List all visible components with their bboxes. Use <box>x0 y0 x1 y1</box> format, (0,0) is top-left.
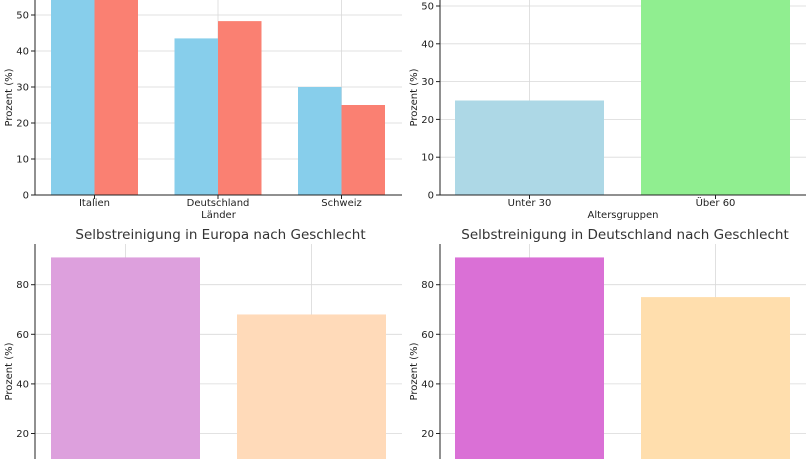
bar <box>218 21 262 195</box>
y-tick-label: 80 <box>16 280 29 291</box>
bar <box>51 257 200 459</box>
x-tick-label: Italien <box>79 198 110 209</box>
x-tick-label: Über 60 <box>696 196 736 209</box>
x-axis-label: Altersgruppen <box>588 210 659 221</box>
chart-panel-4: 20 40 60 80 Prozent (%) Selbstreinigung in De… <box>409 227 806 459</box>
y-tick-label: 30 <box>16 83 29 94</box>
y-tick-label: 60 <box>16 330 29 341</box>
y-tick-label: 40 <box>421 39 434 50</box>
bar <box>51 0 95 195</box>
y-tick-label: 40 <box>16 379 29 390</box>
y-tick-label: 50 <box>16 11 29 22</box>
chart-panel-3: 20 40 60 80 Prozent (%) Selbstreinigung in Eu… <box>4 227 402 459</box>
bars <box>455 0 790 195</box>
y-axis-label: Prozent (%) <box>4 342 15 400</box>
chart-panel-1: 0 10 20 30 40 50 Italien Deutschland Schweiz Länd… <box>4 0 402 221</box>
bar <box>94 0 138 195</box>
y-tick-label: 10 <box>16 155 29 166</box>
y-tick-label: 30 <box>421 77 434 88</box>
bar <box>455 100 604 195</box>
bar <box>455 257 604 459</box>
x-tick-label: Schweiz <box>321 198 362 209</box>
y-tick-label: 60 <box>421 330 434 341</box>
y-axis-label: Prozent (%) <box>4 68 15 126</box>
y-tick-label: 40 <box>421 379 434 390</box>
chart-title: Selbstreinigung in Europa nach Geschlech… <box>75 227 365 243</box>
y-tick-label: 20 <box>421 115 434 126</box>
chart-panel-2: 0 10 20 30 40 50 Unter 30 Über 60 Altersgruppen P… <box>409 0 806 221</box>
y-tick-label: 10 <box>421 153 434 164</box>
bar <box>341 105 385 195</box>
y-tick-label: 50 <box>421 2 434 13</box>
bar <box>641 297 790 459</box>
bar <box>174 38 218 195</box>
y-tick-label: 20 <box>16 119 29 130</box>
bars <box>455 257 790 459</box>
y-tick-label: 40 <box>16 47 29 58</box>
bar <box>298 87 342 195</box>
y-tick-label: 20 <box>421 429 434 440</box>
bars <box>51 0 385 195</box>
bars <box>51 257 386 459</box>
y-tick-label: 0 <box>428 191 434 202</box>
bar <box>237 314 386 459</box>
x-axis-label: Länder <box>201 210 237 221</box>
y-axis-label: Prozent (%) <box>409 68 420 126</box>
x-tick-label: Unter 30 <box>508 198 552 209</box>
bar <box>641 0 790 195</box>
y-tick-label: 80 <box>421 280 434 291</box>
y-tick-label: 0 <box>23 191 29 202</box>
x-tick-label: Deutschland <box>187 198 250 209</box>
y-axis-label: Prozent (%) <box>409 342 420 400</box>
chart-title: Selbstreinigung in Deutschland nach Gesc… <box>461 227 789 243</box>
y-tick-label: 20 <box>16 429 29 440</box>
